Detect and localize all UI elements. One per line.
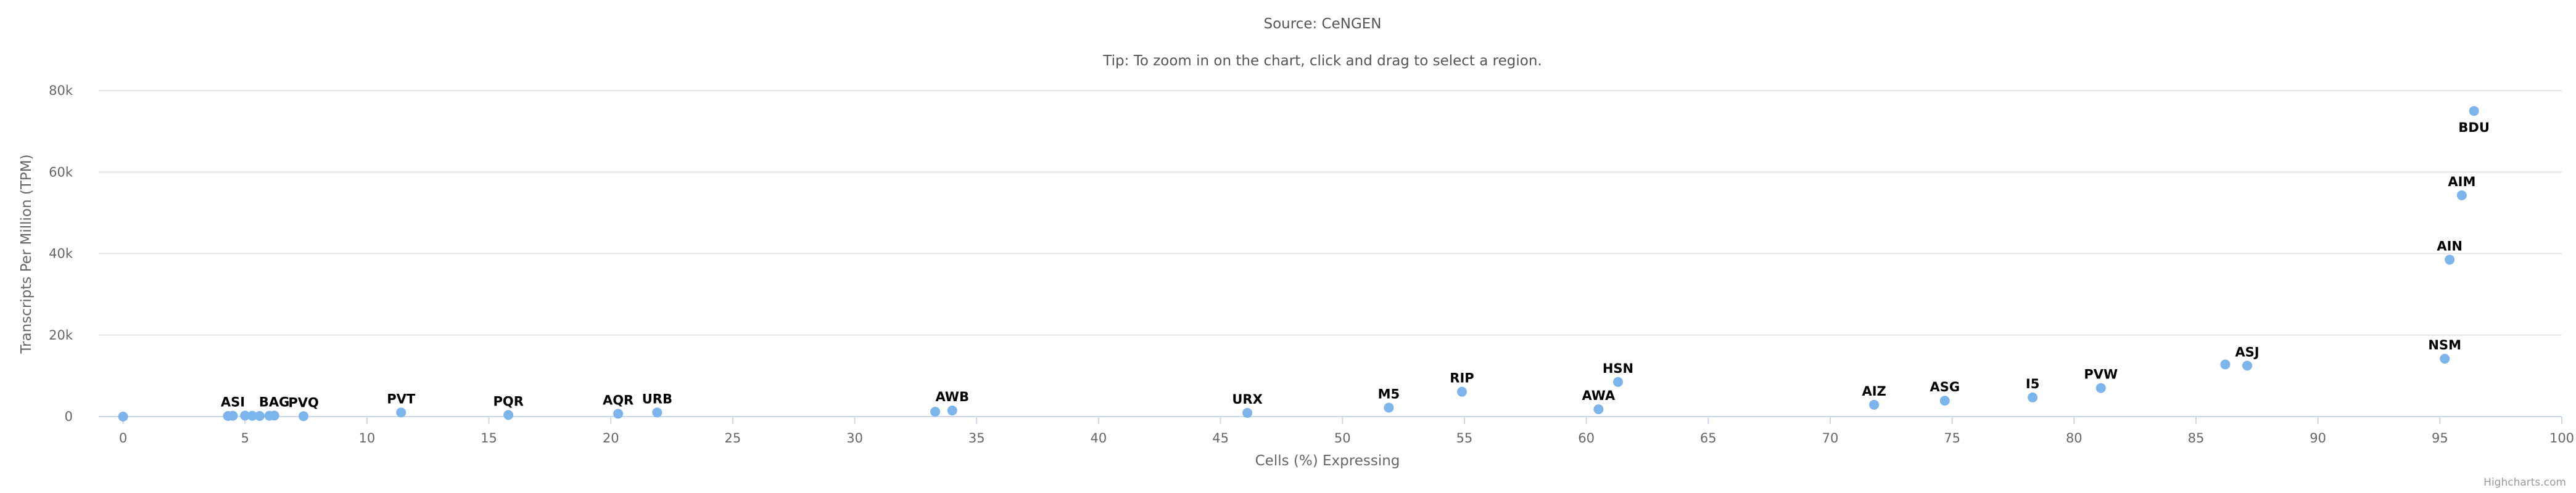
- data-label: AWA: [1582, 388, 1616, 403]
- data-label: URX: [1232, 392, 1262, 407]
- x-tick-label: 40: [1091, 431, 1107, 446]
- data-point[interactable]: [930, 407, 941, 417]
- data-label: HSN: [1603, 361, 1633, 376]
- data-point[interactable]: [2456, 190, 2467, 200]
- x-axis: 0 5 10 15 20 25 30 35 40 45 50 55 60 65 70 75 80 85 90 95 10…: [119, 417, 2574, 446]
- x-tick-label: 65: [1700, 431, 1717, 446]
- data-label: AIN: [2437, 238, 2462, 253]
- grid: [99, 90, 2562, 417]
- data-point[interactable]: [240, 410, 250, 421]
- data-point[interactable]: [2440, 354, 2450, 364]
- y-axis-title: Transcripts Per Million (TPM): [19, 154, 35, 354]
- x-axis-title: Cells (%) Expressing: [1255, 453, 1400, 469]
- data-label: BDU: [2458, 120, 2490, 135]
- data-point[interactable]: [2469, 106, 2479, 116]
- data-point[interactable]: [1242, 408, 1253, 418]
- data-point[interactable]: [1869, 399, 1880, 410]
- data-label: ASI: [221, 395, 245, 410]
- data-point[interactable]: [2095, 383, 2106, 393]
- data-label: BAG: [259, 394, 290, 409]
- data-label: PVW: [2084, 367, 2118, 382]
- x-tick-label: 95: [2432, 431, 2448, 446]
- data-label: I5: [2026, 377, 2039, 391]
- y-tick-label: 80k: [49, 83, 73, 98]
- x-tick-label: 100: [2549, 431, 2574, 446]
- x-tick-label: 60: [1578, 431, 1595, 446]
- y-axis: 0 20k 40k 60k 80k: [49, 83, 73, 424]
- data-point[interactable]: [1456, 386, 1467, 397]
- data-point[interactable]: [1939, 396, 1950, 406]
- data-label: AQR: [603, 393, 634, 407]
- y-tick-label: 0: [65, 409, 73, 424]
- data-label: ASJ: [2235, 344, 2259, 359]
- x-tick-label: 55: [1456, 431, 1473, 446]
- x-tick-label: 0: [119, 431, 127, 446]
- data-point[interactable]: [396, 407, 407, 418]
- data-point[interactable]: [1613, 377, 1624, 387]
- data-point[interactable]: [269, 410, 279, 421]
- y-tick-label: 40k: [49, 246, 73, 261]
- data-point[interactable]: [228, 410, 238, 421]
- x-tick-label: 50: [1334, 431, 1351, 446]
- data-point[interactable]: [1593, 404, 1604, 415]
- data-point[interactable]: [2028, 392, 2038, 402]
- x-tick-label: 25: [725, 431, 741, 446]
- x-tick-label: 35: [968, 431, 985, 446]
- data-point[interactable]: [947, 405, 957, 416]
- x-tick-label: 20: [603, 431, 619, 446]
- data-label: ASG: [1930, 380, 1960, 394]
- x-tick-label: 45: [1212, 431, 1229, 446]
- data-label: AWB: [935, 389, 968, 404]
- data-label: RIP: [1450, 371, 1474, 386]
- data-point[interactable]: [1384, 402, 1394, 413]
- data-label: URB: [642, 391, 672, 406]
- data-point[interactable]: [503, 410, 514, 420]
- data-point[interactable]: [613, 409, 624, 419]
- data-label: M5: [1378, 386, 1400, 401]
- x-tick-label: 75: [1944, 431, 1960, 446]
- x-tick-label: 10: [359, 431, 376, 446]
- x-tick-label: 5: [241, 431, 249, 446]
- data-label: PQR: [493, 394, 523, 409]
- data-label: PVT: [387, 391, 416, 406]
- data-point[interactable]: [299, 411, 309, 422]
- data-point[interactable]: [652, 407, 663, 418]
- x-tick-label: 90: [2310, 431, 2326, 446]
- data-label: PVQ: [288, 395, 319, 410]
- data-point[interactable]: [118, 412, 128, 422]
- data-point[interactable]: [2445, 255, 2455, 265]
- x-tick-label: 80: [2066, 431, 2083, 446]
- y-tick-label: 60k: [49, 165, 73, 179]
- data-point[interactable]: [2242, 361, 2253, 371]
- chart-subtitle-tip: Tip: To zoom in on the chart, click and …: [1102, 53, 1542, 69]
- x-tick-label: 85: [2188, 431, 2205, 446]
- x-tick-label: 30: [846, 431, 863, 446]
- x-tick-label: 70: [1822, 431, 1839, 446]
- y-tick-label: 20k: [49, 328, 73, 343]
- data-point[interactable]: [2220, 359, 2231, 370]
- x-tick-label: 15: [481, 431, 497, 446]
- credits-link[interactable]: Highcharts.com: [2483, 476, 2566, 489]
- data-point[interactable]: [247, 410, 258, 421]
- chart-subtitle-source: Source: CeNGEN: [1263, 16, 1381, 32]
- data-label: NSM: [2428, 338, 2461, 352]
- data-label: AIZ: [1862, 384, 1886, 399]
- data-points[interactable]: [118, 106, 2479, 422]
- data-point[interactable]: [254, 411, 265, 422]
- data-label: AIM: [2448, 174, 2475, 189]
